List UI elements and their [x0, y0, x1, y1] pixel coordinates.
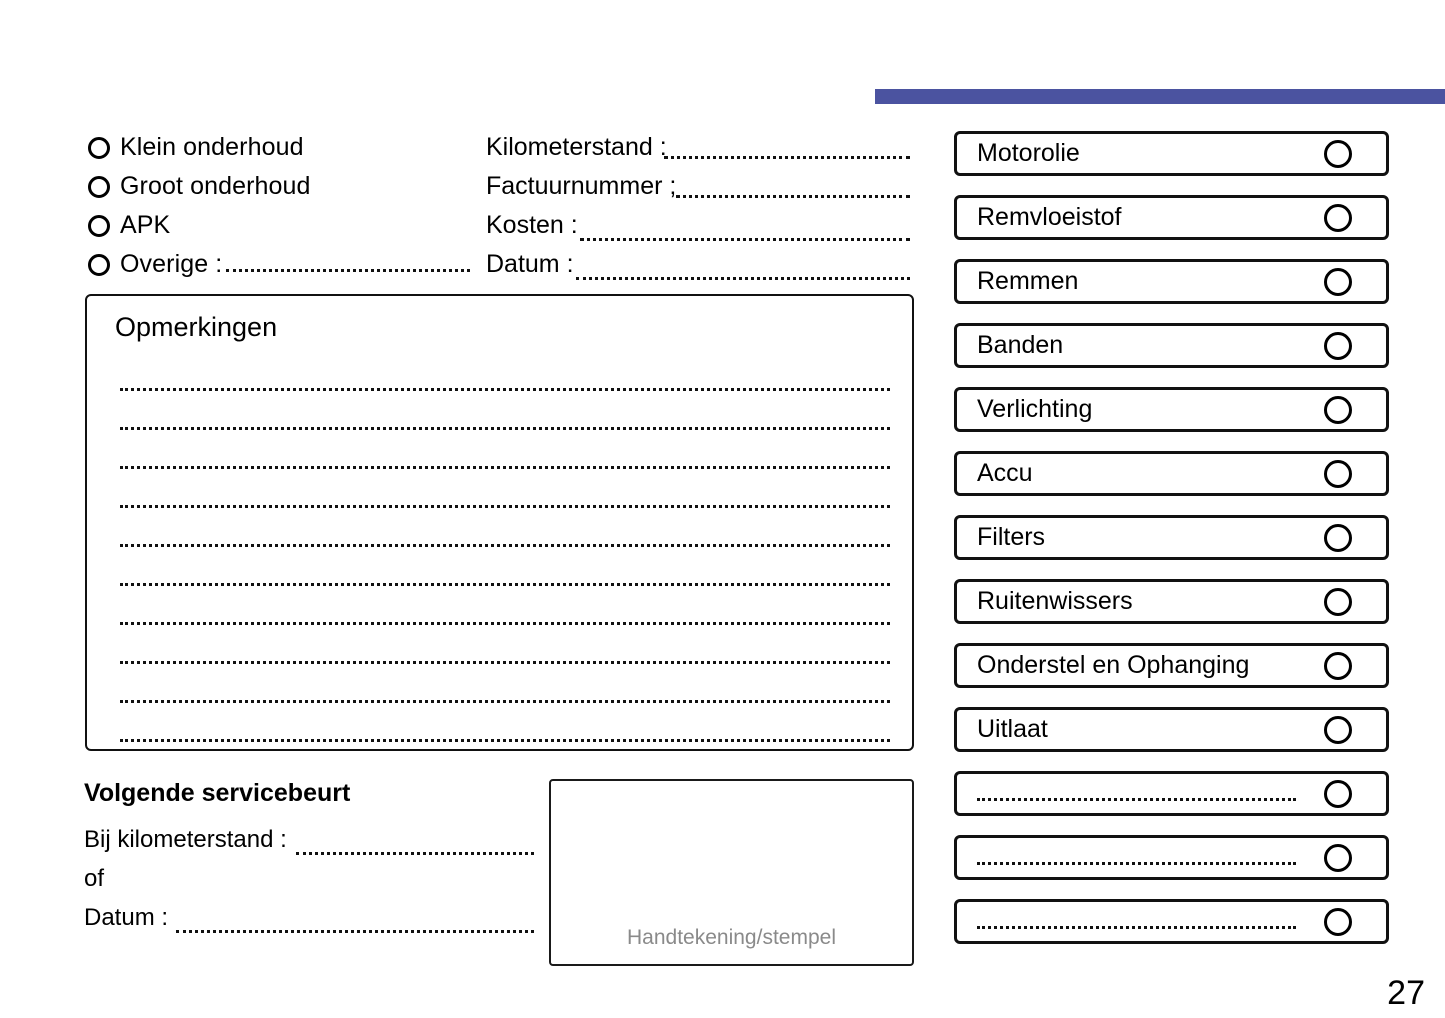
field-fill-line[interactable]: [676, 195, 910, 198]
next-service-fill-line[interactable]: [296, 852, 534, 855]
checklist-row[interactable]: Motorolie: [954, 131, 1389, 176]
checklist-item-label: Motorolie: [977, 139, 1080, 167]
checklist-radio-circle-icon[interactable]: [1324, 139, 1352, 168]
checklist-row[interactable]: Remmen: [954, 259, 1389, 304]
checklist-fill-line[interactable]: [977, 862, 1296, 865]
checklist-item-label: Onderstel en Ophanging: [977, 651, 1250, 679]
service-type-option[interactable]: Overige :: [88, 245, 488, 284]
remarks-line[interactable]: [120, 401, 890, 440]
remarks-line[interactable]: [120, 713, 890, 752]
field-label: Kilometerstand :: [486, 133, 667, 161]
checklist-item-label: Accu: [977, 459, 1033, 487]
service-type-label: APK: [120, 211, 171, 239]
signature-stamp-box[interactable]: Handtekening/stempel: [549, 779, 914, 966]
checklist-row[interactable]: Ruitenwissers: [954, 579, 1389, 624]
checklist-radio-circle-icon[interactable]: [1324, 843, 1352, 872]
checklist-row-blank[interactable]: [954, 835, 1389, 880]
checklist-row[interactable]: Filters: [954, 515, 1389, 560]
checklist-radio-circle-icon[interactable]: [1324, 587, 1352, 616]
remarks-line[interactable]: [120, 674, 890, 713]
checklist-fill-line[interactable]: [977, 798, 1296, 801]
checklist-radio-circle-icon[interactable]: [1324, 459, 1352, 488]
next-service-label: of: [84, 865, 105, 892]
checklist-radio-circle-icon[interactable]: [1324, 523, 1352, 552]
next-service-row-datum[interactable]: Datum :: [84, 902, 534, 941]
radio-circle-icon[interactable]: [88, 214, 110, 237]
radio-circle-icon[interactable]: [88, 175, 110, 198]
checklist-row-blank[interactable]: [954, 899, 1389, 944]
field-fill-line[interactable]: [580, 238, 910, 241]
checklist-row[interactable]: Onderstel en Ophanging: [954, 643, 1389, 688]
next-service-title: Volgende servicebeurt: [84, 779, 351, 807]
next-service-fill-line[interactable]: [176, 930, 534, 933]
field-label: Factuurnummer ;: [486, 172, 677, 200]
checklist-row[interactable]: Verlichting: [954, 387, 1389, 432]
checklist-fill-line[interactable]: [977, 926, 1296, 929]
checklist-row[interactable]: Uitlaat: [954, 707, 1389, 752]
next-service-row-kilometerstand[interactable]: Bij kilometerstand :: [84, 824, 534, 863]
inspection-checklist: Motorolie Remvloeistof Remmen Banden Verlich…: [954, 131, 1389, 963]
service-type-label: Overige :: [120, 250, 223, 278]
remarks-line[interactable]: [120, 518, 890, 557]
checklist-radio-circle-icon[interactable]: [1324, 395, 1352, 424]
field-label: Datum :: [486, 250, 574, 278]
checklist-item-label: Remvloeistof: [977, 203, 1122, 231]
service-type-fill-line[interactable]: [226, 254, 488, 276]
service-type-option[interactable]: Klein onderhoud: [88, 128, 488, 167]
checklist-item-label: Uitlaat: [977, 715, 1048, 743]
field-row-factuurnummer[interactable]: Factuurnummer ;: [486, 167, 914, 206]
field-label: Kosten :: [486, 211, 578, 239]
checklist-item-label: Filters: [977, 523, 1046, 551]
checklist-row[interactable]: Accu: [954, 451, 1389, 496]
checklist-radio-circle-icon[interactable]: [1324, 715, 1352, 744]
field-row-datum[interactable]: Datum :: [486, 245, 914, 284]
next-service-section: Volgende servicebeurt Bij kilometerstand…: [84, 781, 534, 941]
remarks-line[interactable]: [120, 596, 890, 635]
invoice-field-list: Kilometerstand : Factuurnummer ; Kosten …: [486, 128, 914, 284]
checklist-item-label: Ruitenwissers: [977, 587, 1133, 615]
next-service-row-of: of: [84, 863, 534, 902]
checklist-radio-circle-icon[interactable]: [1324, 779, 1352, 808]
checklist-radio-circle-icon[interactable]: [1324, 651, 1352, 680]
remarks-line[interactable]: [120, 635, 890, 674]
checklist-item-label: Remmen: [977, 267, 1079, 295]
checklist-radio-circle-icon[interactable]: [1324, 267, 1352, 296]
checklist-radio-circle-icon[interactable]: [1324, 331, 1352, 360]
remarks-title: Opmerkingen: [115, 312, 278, 342]
remarks-writing-lines[interactable]: [120, 362, 890, 752]
checklist-item-label: Verlichting: [977, 395, 1093, 423]
checklist-row-blank[interactable]: [954, 771, 1389, 816]
next-service-label: Datum :: [84, 904, 169, 931]
service-type-list: Klein onderhoud Groot onderhoud APK Over…: [88, 128, 488, 284]
field-fill-line[interactable]: [664, 156, 910, 159]
remarks-box[interactable]: Opmerkingen: [85, 294, 914, 751]
service-type-label: Klein onderhoud: [120, 133, 304, 161]
remarks-line[interactable]: [120, 557, 890, 596]
checklist-row[interactable]: Banden: [954, 323, 1389, 368]
checklist-radio-circle-icon[interactable]: [1324, 203, 1352, 232]
radio-circle-icon[interactable]: [88, 253, 110, 276]
service-type-option[interactable]: APK: [88, 206, 488, 245]
remarks-line[interactable]: [120, 440, 890, 479]
page-number: 27: [1387, 974, 1425, 1012]
checklist-item-label: Banden: [977, 331, 1064, 359]
radio-circle-icon[interactable]: [88, 136, 110, 159]
header-accent-bar: [875, 89, 1445, 104]
field-row-kilometerstand[interactable]: Kilometerstand :: [486, 128, 914, 167]
field-fill-line[interactable]: [576, 277, 910, 280]
service-type-label: Groot onderhoud: [120, 172, 311, 200]
checklist-row[interactable]: Remvloeistof: [954, 195, 1389, 240]
remarks-line[interactable]: [120, 362, 890, 401]
next-service-label: Bij kilometerstand :: [84, 826, 287, 853]
service-type-option[interactable]: Groot onderhoud: [88, 167, 488, 206]
checklist-radio-circle-icon[interactable]: [1324, 907, 1352, 936]
remarks-line[interactable]: [120, 479, 890, 518]
signature-placeholder-label: Handtekening/stempel: [627, 926, 836, 949]
field-row-kosten[interactable]: Kosten :: [486, 206, 914, 245]
